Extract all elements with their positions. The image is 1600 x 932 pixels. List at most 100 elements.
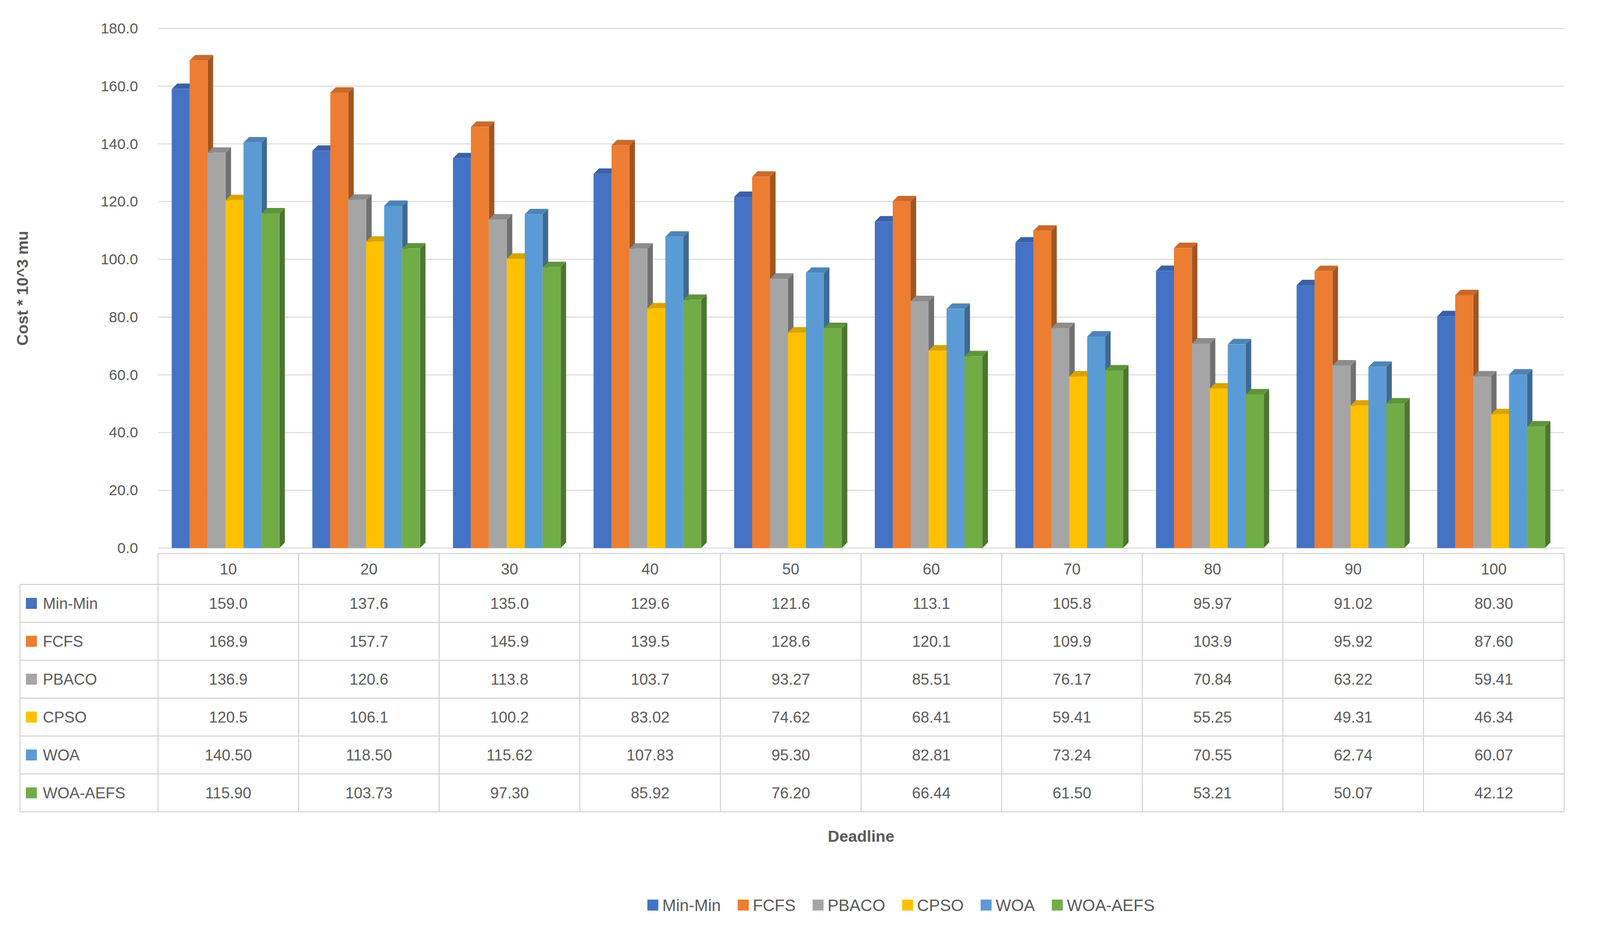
table-line [579, 553, 581, 812]
bar-top [330, 87, 354, 93]
bar-top [1173, 242, 1198, 249]
bar-top [1033, 225, 1057, 231]
x-tick-label: 100 [1480, 560, 1507, 578]
bar [1350, 405, 1369, 548]
x-tick-label: 50 [782, 560, 800, 578]
bar-top [1368, 361, 1392, 367]
bar [964, 355, 983, 548]
table-legend-key [25, 749, 37, 761]
bar-top [1105, 364, 1129, 371]
bar-top [189, 54, 214, 61]
table-value: 120.1 [912, 632, 952, 650]
y-tick-label: 140.0 [100, 135, 139, 153]
table-value: 60.07 [1474, 746, 1514, 764]
bar-top [1245, 388, 1270, 395]
bar-top [770, 273, 794, 279]
table-value: 46.34 [1474, 708, 1514, 726]
table-value: 140.50 [204, 746, 253, 764]
table-line [1563, 553, 1565, 812]
y-tick-label: 160.0 [100, 77, 139, 95]
table-value: 115.62 [486, 746, 533, 764]
table-line [438, 553, 440, 812]
table-legend-key [25, 673, 37, 685]
bar [1087, 336, 1106, 548]
table-value: 63.22 [1333, 670, 1373, 688]
bar-top [1508, 368, 1533, 375]
y-tick-label: 180.0 [100, 19, 139, 37]
bar-top [910, 295, 935, 302]
bar-top [1051, 322, 1075, 328]
bar-side [841, 322, 848, 548]
bar [770, 278, 789, 548]
table-line [19, 810, 1565, 812]
table-line [1423, 553, 1425, 812]
table-value: 59.41 [1474, 670, 1514, 688]
bar-top [1087, 330, 1111, 337]
table-value: 159.0 [208, 594, 248, 613]
x-tick-label: 30 [500, 560, 518, 578]
table-value: 118.50 [345, 746, 393, 764]
bar-top [665, 231, 689, 237]
table-value: 80.30 [1474, 594, 1514, 613]
bar [1386, 403, 1405, 548]
table-line [298, 553, 300, 812]
table-line [1001, 553, 1003, 812]
bar-top [243, 137, 268, 143]
bar-side [279, 207, 286, 548]
y-tick-label: 40.0 [109, 423, 139, 441]
legend-label: CPSO [917, 895, 964, 915]
y-tick-label: 100.0 [100, 250, 139, 268]
bar-top [611, 139, 636, 146]
bar [1454, 295, 1473, 548]
bar [665, 236, 684, 548]
legend-key [812, 899, 824, 911]
table-value: 61.50 [1052, 784, 1092, 802]
x-tick-label: 10 [219, 560, 237, 578]
bar [366, 241, 385, 548]
legend-key [647, 899, 659, 911]
table-value: 103.7 [631, 670, 670, 688]
table-value: 85.92 [631, 784, 670, 802]
bar [524, 214, 543, 548]
bar-side [1544, 420, 1551, 548]
bar [189, 60, 208, 548]
table-value: 50.07 [1333, 784, 1373, 802]
bar [788, 332, 806, 548]
table-value: 42.12 [1474, 784, 1514, 802]
table-series-name: Min-Min [42, 594, 98, 613]
table-value: 139.5 [631, 632, 670, 650]
table-value: 121.6 [771, 594, 811, 613]
table-value: 49.31 [1333, 708, 1373, 726]
table-value: 157.7 [349, 632, 389, 650]
table-value: 168.9 [208, 632, 248, 650]
data-table: 102030405060708090100Min-Min159.0137.613… [19, 553, 1565, 812]
bar-top [805, 267, 830, 273]
bar-side [1263, 388, 1270, 548]
bar [1209, 388, 1228, 548]
table-value: 115.90 [205, 784, 252, 802]
bar-top [261, 207, 286, 214]
table-legend-key [25, 597, 37, 609]
table-value: 109.9 [1052, 632, 1092, 650]
table-value: 129.6 [631, 594, 670, 613]
table-value: 128.6 [771, 632, 811, 650]
legend-label: Min-Min [662, 895, 721, 915]
table-value: 83.02 [631, 708, 670, 726]
bar-top [1472, 370, 1497, 377]
bar-top [1454, 289, 1479, 296]
bar [402, 248, 421, 548]
y-tick-label: 120.0 [100, 192, 139, 210]
legend-key [737, 899, 749, 911]
table-value: 137.6 [349, 594, 389, 613]
bar [629, 248, 648, 548]
bar [1051, 327, 1070, 548]
bar-side [1404, 397, 1410, 548]
legend-key [980, 899, 992, 911]
bar [261, 213, 280, 548]
table-line [1282, 553, 1284, 812]
table-value: 113.8 [490, 670, 529, 688]
bar [1526, 426, 1545, 548]
table-line [19, 583, 1565, 585]
bar-top [964, 350, 988, 356]
bar [647, 308, 666, 548]
